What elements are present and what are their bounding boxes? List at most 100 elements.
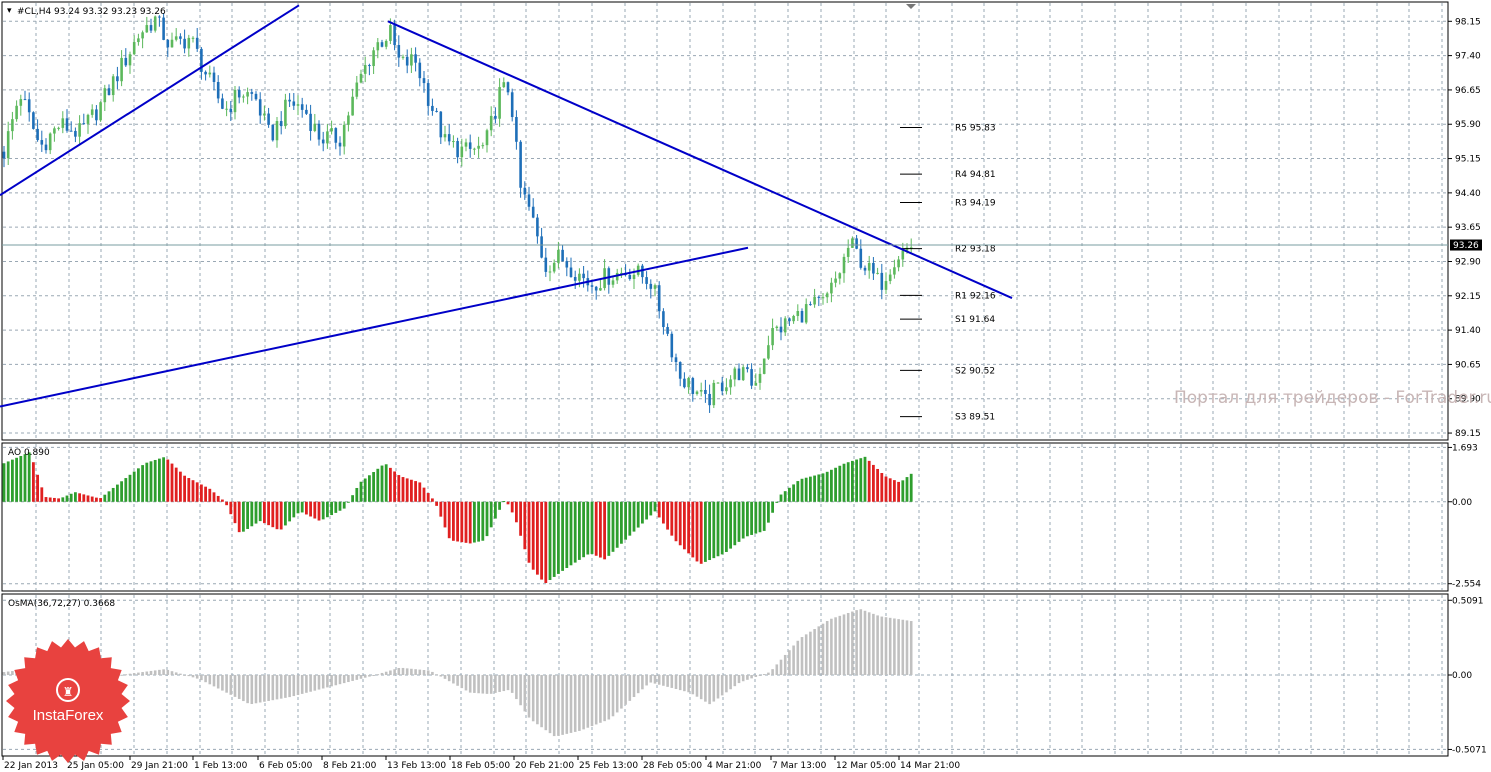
- ao-bar: [153, 459, 157, 502]
- candle-body: [863, 267, 867, 271]
- y-tick-label: 92.15: [1455, 292, 1481, 302]
- candle-body: [183, 38, 186, 49]
- osma-bar: [666, 675, 669, 687]
- ao-bar: [737, 501, 741, 542]
- osma-bar: [431, 671, 434, 675]
- ao-bar: [876, 468, 879, 502]
- pivot-levels: R5 95.83 R4 94.81 R3 94.19 R2 93.18 R1 92.16…: [900, 123, 996, 423]
- candle-body: [237, 89, 241, 98]
- x-tick-label: 8 Feb 21:00: [323, 761, 377, 771]
- candle-body: [137, 38, 140, 43]
- candle-body: [645, 277, 648, 284]
- candle-body: [158, 16, 161, 18]
- osma-bar: [380, 672, 384, 675]
- ao-bar: [296, 501, 300, 514]
- ao-histogram: [2, 452, 913, 584]
- candle-body: [363, 65, 367, 74]
- instaforex-logo[interactable]: ♜ InstaForex: [6, 639, 130, 763]
- candle-body: [540, 236, 543, 258]
- osma-bar: [834, 617, 837, 675]
- candle-body: [468, 142, 472, 149]
- candle-body: [557, 249, 560, 263]
- candle-body: [746, 367, 749, 370]
- osma-bar: [817, 626, 821, 675]
- ao-bar: [897, 481, 900, 502]
- scroll-marker-icon[interactable]: [906, 4, 916, 9]
- osma-bar: [166, 669, 170, 675]
- y-tick-label: 97.40: [1455, 52, 1481, 62]
- candle-body: [6, 131, 10, 159]
- osma-bar: [594, 675, 598, 725]
- ao-bar: [384, 464, 388, 502]
- candle-body: [851, 238, 854, 248]
- candle-body: [347, 115, 350, 125]
- candle-body: [792, 315, 795, 322]
- trendline: [0, 4, 300, 196]
- osma-bar: [267, 675, 270, 701]
- candle-body: [855, 238, 858, 249]
- y-tick-label: 95.90: [1455, 120, 1481, 130]
- ao-bar: [452, 501, 455, 541]
- osma-bar: [158, 669, 161, 675]
- candle-body: [456, 141, 459, 158]
- osma-bar: [548, 675, 552, 734]
- ao-bar: [687, 501, 690, 554]
- ao-bar: [821, 473, 825, 502]
- candle-body: [578, 273, 581, 281]
- osma-bar: [725, 675, 728, 693]
- ao-bar: [611, 501, 615, 552]
- osma-bar: [170, 671, 174, 675]
- pivot-label: R3 94.19: [955, 198, 996, 208]
- ao-bar: [250, 501, 254, 527]
- x-tick-label: 13 Feb 13:00: [387, 761, 446, 771]
- candle-body: [90, 109, 94, 115]
- ao-bar: [195, 482, 199, 502]
- osma-bar: [809, 631, 812, 675]
- main-price-panel[interactable]: [1, 1, 1449, 441]
- ao-bar: [540, 501, 543, 580]
- ao-bar: [565, 501, 569, 568]
- ao-bar: [187, 478, 191, 502]
- candle-body: [767, 345, 770, 359]
- osma-bar: [632, 675, 636, 698]
- candle-body: [187, 37, 191, 49]
- y-tick-label: 1.693: [1452, 443, 1478, 453]
- logo-mark-icon: [56, 678, 80, 702]
- candle-body: [242, 96, 245, 98]
- candle-body: [725, 387, 728, 392]
- candle-body: [355, 82, 359, 97]
- osma-bar: [477, 675, 480, 694]
- osma-bar: [523, 675, 527, 712]
- y-tick-label: 0.00: [1452, 498, 1472, 508]
- osma-histogram: [2, 609, 913, 737]
- x-tick-label: 4 Mar 21:00: [707, 761, 762, 771]
- ao-bar: [851, 460, 854, 502]
- candle-body: [876, 272, 879, 274]
- candle-body: [27, 99, 31, 113]
- candle-body: [288, 99, 291, 102]
- ao-bar: [284, 501, 287, 526]
- candle-body: [145, 25, 149, 33]
- osma-bar: [741, 675, 745, 682]
- candle-body: [397, 45, 401, 58]
- osma-bar: [271, 675, 275, 701]
- candle-body: [687, 378, 690, 388]
- osma-bar: [145, 671, 149, 675]
- candle-body: [179, 36, 182, 39]
- osma-bar: [393, 669, 396, 675]
- osma-bar: [162, 669, 165, 675]
- candle-body: [804, 304, 808, 323]
- candle-body: [48, 133, 52, 151]
- osma-bar: [11, 671, 14, 675]
- osma-bar: [221, 675, 224, 691]
- chart-menu-icon[interactable]: ▾: [7, 6, 12, 16]
- osma-bar: [670, 675, 674, 688]
- ao-bar: [767, 501, 770, 523]
- ao-bar: [716, 501, 720, 557]
- trendlines[interactable]: [0, 4, 1013, 408]
- osma-bar: [200, 675, 203, 681]
- ao-bar: [410, 479, 413, 502]
- osma-bar: [397, 668, 401, 675]
- ao-bar: [620, 501, 623, 544]
- osma-bar: [838, 615, 842, 675]
